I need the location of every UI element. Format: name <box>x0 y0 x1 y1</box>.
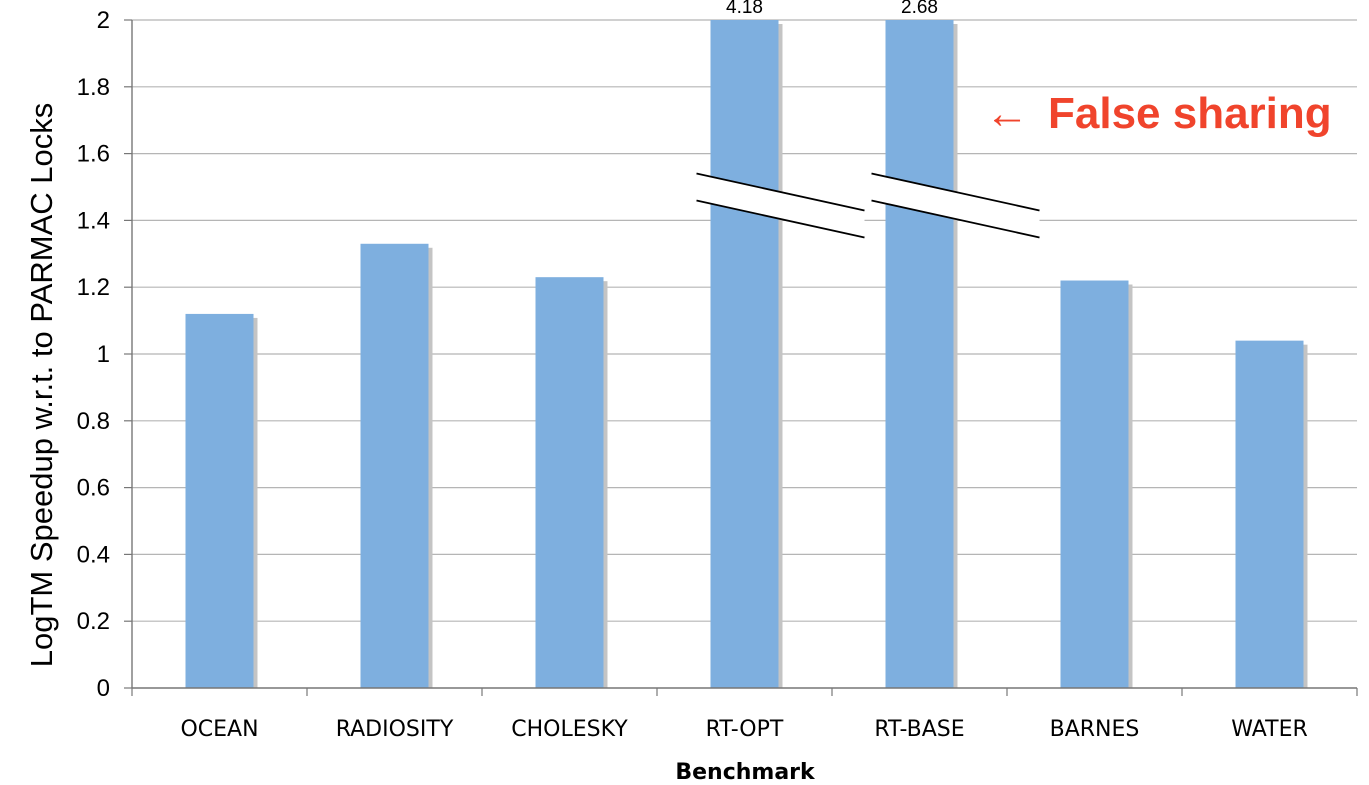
x-tick-label: BARNES <box>1050 717 1140 742</box>
axis-break-line <box>696 172 865 212</box>
axis-break-mark <box>871 172 1040 239</box>
bar-group <box>185 20 1308 688</box>
axis-break-gap <box>696 173 865 238</box>
axis-break-line <box>696 199 865 239</box>
annotation: ← False sharing <box>985 89 1332 138</box>
x-tick-label: OCEAN <box>180 717 258 742</box>
y-tick-label: 1.6 <box>77 141 110 168</box>
x-tick-label: RT-BASE <box>874 717 964 742</box>
bar-radiosity <box>360 243 429 688</box>
axis-break-line <box>871 199 1040 239</box>
bar-water <box>1235 340 1304 688</box>
annotation-arrow-icon: ← <box>985 89 1029 138</box>
bar-barnes <box>1060 280 1129 688</box>
y-tick-label: 1 <box>97 341 110 368</box>
bar-rt-opt <box>710 20 779 688</box>
y-tick-label: 0.4 <box>77 541 110 568</box>
y-tick-label: 0.2 <box>77 608 110 635</box>
x-tick-label: WATER <box>1231 717 1308 742</box>
annotation-text: False sharing <box>1048 89 1332 138</box>
axis-break-mark <box>696 172 865 239</box>
bar-ocean <box>185 313 254 688</box>
y-tick-label: 2 <box>97 7 110 34</box>
axis-break-line <box>871 172 1040 212</box>
y-tick-label: 1.2 <box>77 274 110 301</box>
y-tick-label: 0.8 <box>77 408 110 435</box>
x-tick-label: RT-OPT <box>706 717 784 742</box>
x-tick-label: RADIOSITY <box>336 717 454 742</box>
y-tick-label: 1.8 <box>77 74 110 101</box>
y-axis-title: LogTM Speedup w.r.t. to PARMAC Locks <box>24 103 59 668</box>
labels: 0 0.2 0.4 0.6 0.8 1 1.2 1.4 1.6 1.8 2 OCEAN RADIOSIT… <box>77 0 1308 742</box>
bar-cholesky <box>535 277 604 688</box>
x-tick-label: CHOLESKY <box>511 717 628 742</box>
y-tick-label: 0.6 <box>77 475 110 502</box>
y-tick-label: 0 <box>97 675 110 702</box>
axes <box>124 19 1358 696</box>
axis-break-gap <box>871 173 1040 238</box>
bar-rt-base <box>885 20 954 688</box>
data-label: 4.18 <box>726 0 763 18</box>
data-label: 2.68 <box>901 0 938 18</box>
x-axis-title: Benchmark <box>675 760 816 785</box>
y-tick-label: 1.4 <box>77 207 110 234</box>
